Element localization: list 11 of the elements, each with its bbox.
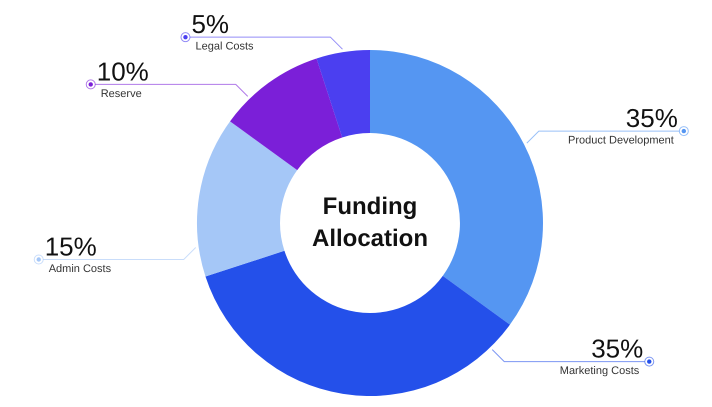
text: Funding Allocation <box>310 192 429 254</box>
data-label: 35% <box>626 103 678 134</box>
data-label: 15% <box>44 231 97 262</box>
legend-label: Reserve <box>100 88 142 100</box>
legend-label: Product Development <box>568 134 674 147</box>
data-label: 5% <box>191 9 230 40</box>
legend-label: Marketing Costs <box>560 365 640 378</box>
data-label: 35% <box>591 334 644 364</box>
legend-label: Admin Costs <box>48 263 112 276</box>
data-label: 10% <box>96 56 149 86</box>
legend-label: Legal Costs <box>195 40 254 53</box>
